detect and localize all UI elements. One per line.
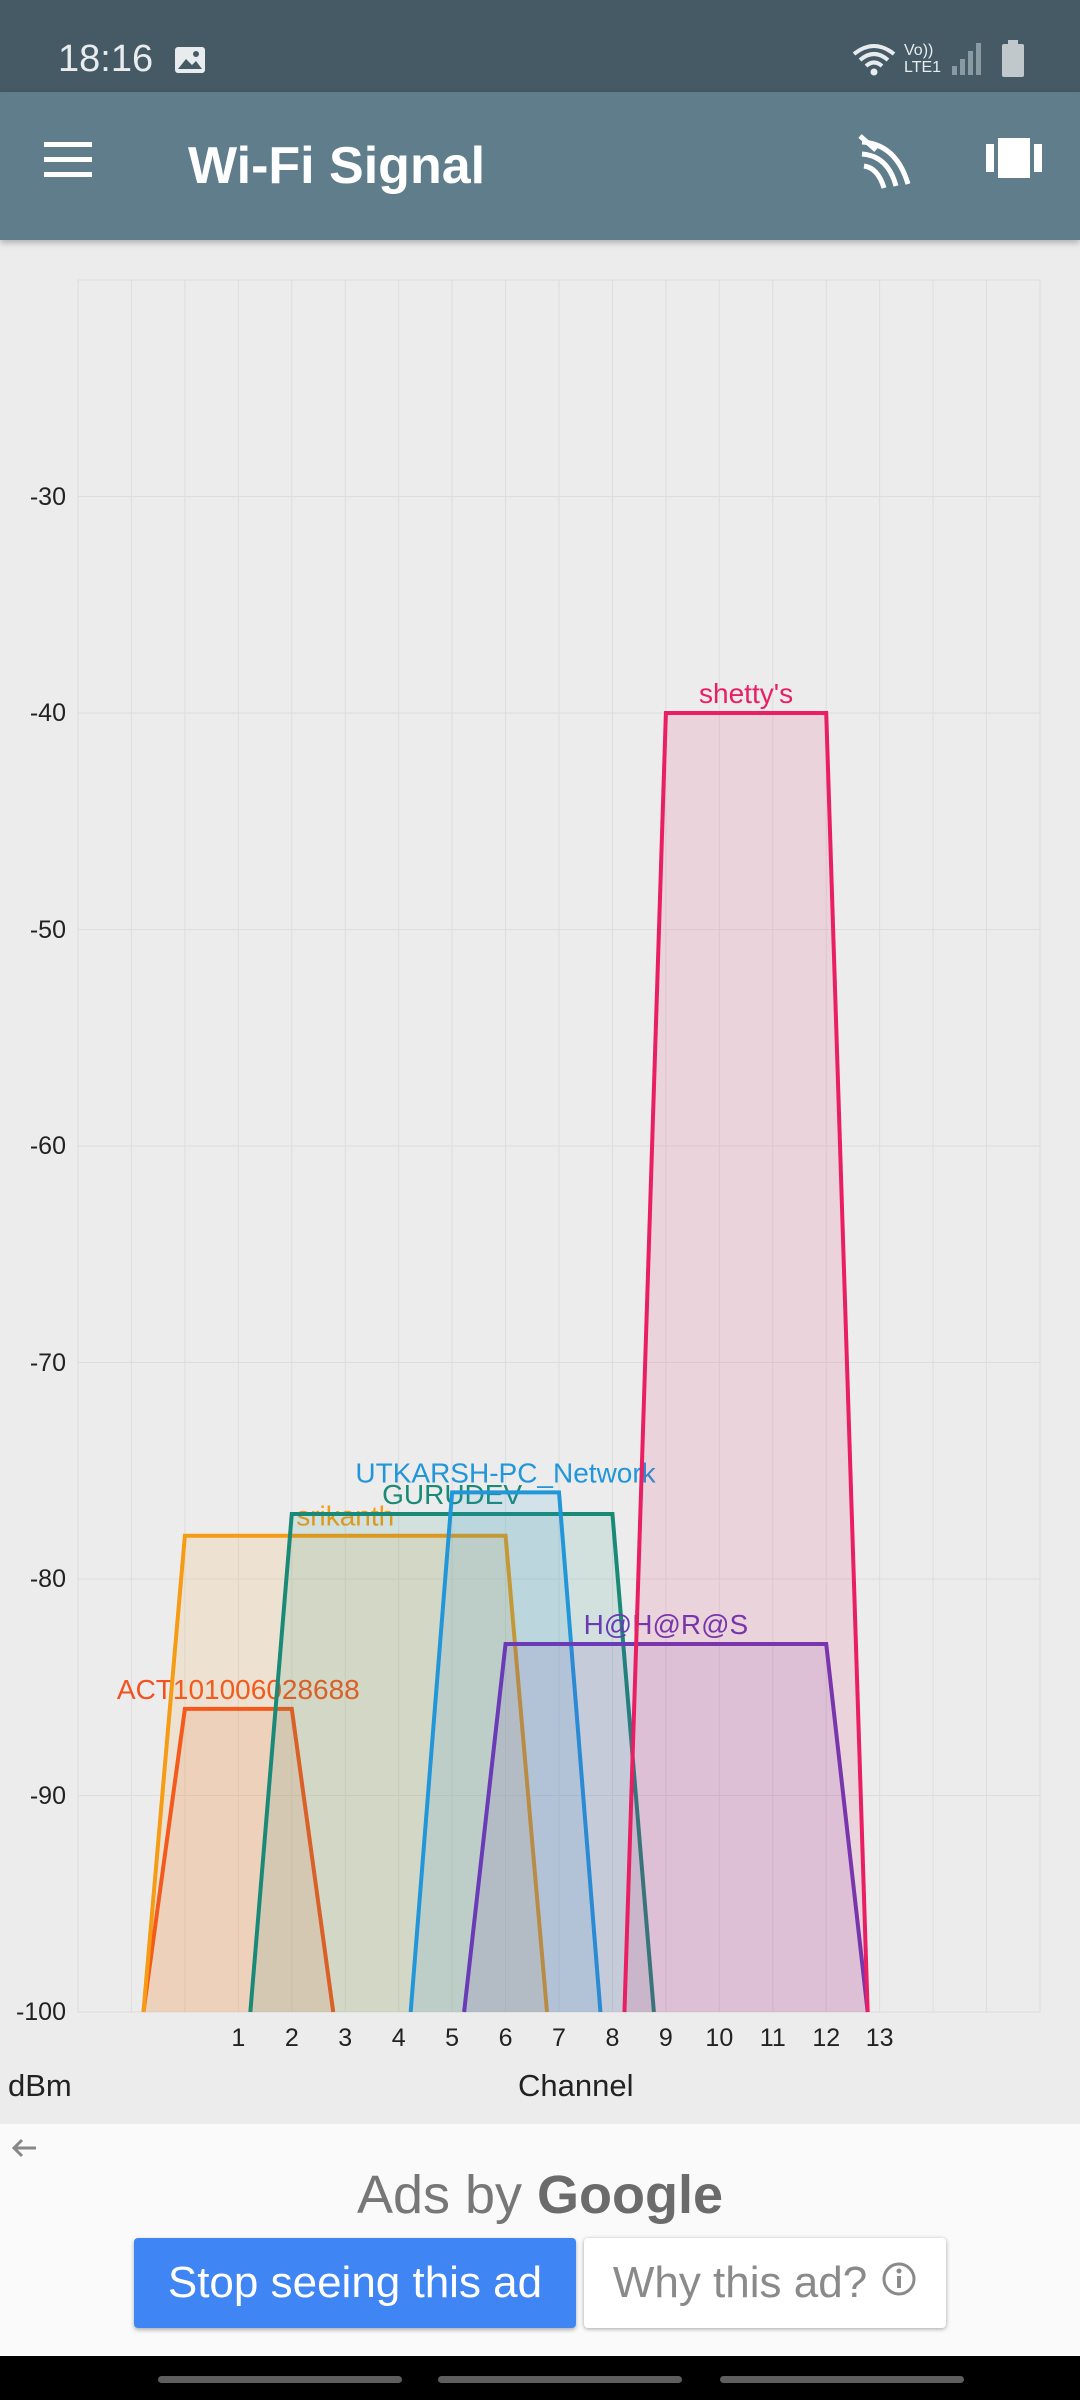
hamburger-menu-icon[interactable] — [40, 138, 110, 194]
x-tick-label: 3 — [338, 2024, 353, 2052]
why-this-ad-label: Why this ad? — [612, 2258, 868, 2307]
network-outline-3 — [408, 1490, 603, 2013]
ad-banner: Ads by Google Stop seeing this ad Why th… — [0, 2124, 1080, 2356]
network-label-5: shetty's — [699, 678, 793, 709]
x-tick-label: 5 — [445, 2024, 460, 2052]
page-title: Wi-Fi Signal — [188, 137, 486, 195]
ads-by-google: Ads by Google — [0, 2164, 1080, 2226]
system-nav-bar — [0, 2356, 1080, 2400]
y-tick-label: -80 — [29, 1565, 66, 1593]
x-tick-label: 8 — [605, 2024, 620, 2052]
nav-back[interactable] — [720, 2376, 964, 2383]
y-tick-label: -70 — [29, 1348, 66, 1377]
x-tick-label: 4 — [391, 2024, 406, 2052]
wifi-icon — [852, 42, 896, 81]
network-area-4 — [464, 1643, 868, 2012]
network-area-5 — [624, 713, 868, 2012]
network-outline-5 — [622, 711, 870, 2013]
network-label-0: ACT101006028688 — [117, 1674, 360, 1705]
wifi-scan-icon[interactable] — [856, 134, 920, 198]
network-outline-4 — [462, 1641, 870, 2013]
volte-indicator: Vo)) LTE1 — [904, 42, 941, 76]
status-bar: 18:16 Vo)) LTE1 — [0, 0, 1080, 92]
network-area-1 — [143, 1535, 547, 2012]
x-axis-label: Channel — [518, 2068, 634, 2103]
x-tick-label: 13 — [865, 2024, 894, 2052]
image-icon — [174, 46, 206, 79]
x-tick-label: 10 — [705, 2024, 734, 2052]
network-label-4: H@H@R@S — [584, 1609, 749, 1640]
why-this-ad-button[interactable]: Why this ad? — [584, 2238, 946, 2328]
volte-label: Vo)) — [904, 42, 934, 59]
network-area-2 — [250, 1514, 654, 2012]
network-outline-0 — [141, 1706, 336, 2013]
y-tick-label: -90 — [29, 1781, 66, 1810]
y-tick-label: -30 — [29, 482, 66, 511]
arrow-left-icon[interactable] — [8, 2132, 44, 2168]
y-tick-label: -40 — [29, 699, 66, 727]
y-tick-label: -60 — [29, 1132, 66, 1160]
network-label-1: srikanth — [296, 1501, 394, 1532]
x-tick-label: 1 — [231, 2024, 246, 2052]
y-tick-label: -50 — [29, 915, 66, 944]
y-tick-label: -100 — [15, 1998, 66, 2026]
chart-canvas: ACT101006028688srikanthGURUDEVUTKARSH-PC… — [77, 279, 1041, 2013]
lte-label: LTE1 — [904, 59, 942, 76]
battery-icon — [1000, 40, 1026, 83]
stop-seeing-ad-button[interactable]: Stop seeing this ad — [134, 2238, 576, 2328]
y-axis-unit: dBm — [8, 2068, 72, 2103]
info-icon — [881, 2258, 917, 2308]
signal-icon — [950, 40, 984, 81]
wifi-channel-chart: ACT101006028688 srikanth GURUDEV UTKARSH-PC… — [0, 240, 1080, 2120]
x-tick-label: 7 — [552, 2024, 566, 2052]
network-area-3 — [410, 1492, 601, 2012]
x-tick-label: 12 — [812, 2024, 841, 2052]
network-area-0 — [143, 1708, 334, 2012]
ads-by-label: Ads by — [356, 2165, 523, 2225]
network-outline-1 — [141, 1533, 549, 2013]
view-carousel-icon[interactable] — [986, 136, 1046, 196]
network-label-3: UTKARSH-PC_Network — [355, 1457, 656, 1488]
x-tick-label: 6 — [498, 2024, 513, 2052]
x-tick-label: 11 — [759, 2024, 786, 2052]
x-tick-label: 9 — [658, 2024, 673, 2052]
x-tick-label: 2 — [284, 2024, 299, 2052]
google-label: Google — [537, 2165, 724, 2225]
status-time: 18:16 — [58, 38, 154, 80]
nav-home[interactable] — [438, 2376, 682, 2383]
nav-recents[interactable] — [158, 2376, 402, 2383]
app-bar: Wi-Fi Signal — [0, 92, 1080, 240]
